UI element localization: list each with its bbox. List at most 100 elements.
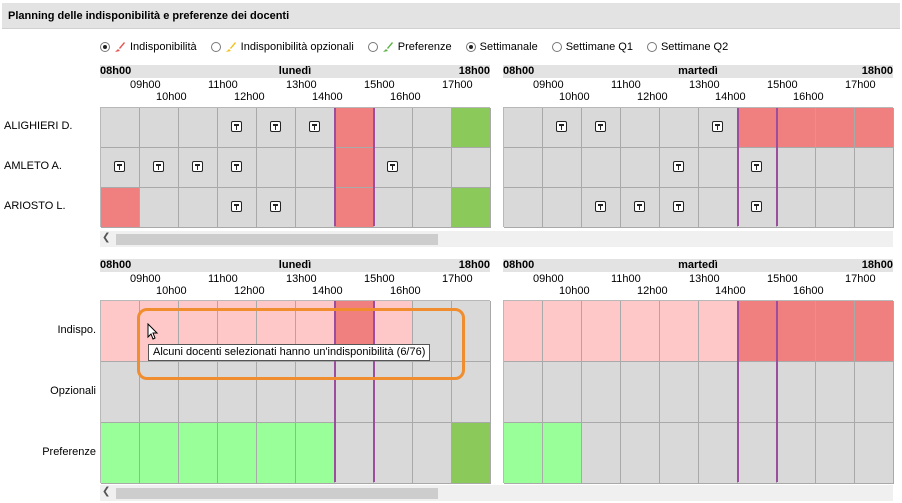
- horizontal-scrollbar[interactable]: ❮: [100, 231, 893, 247]
- time-slot[interactable]: [413, 148, 452, 188]
- radio-preferences[interactable]: [367, 42, 378, 52]
- time-slot[interactable]: [413, 108, 452, 148]
- time-slot[interactable]: [179, 188, 218, 228]
- time-slot[interactable]: [179, 423, 218, 484]
- time-slot[interactable]: [777, 301, 816, 362]
- time-slot[interactable]: [179, 148, 218, 188]
- scroll-left-arrow-icon[interactable]: ❮: [102, 486, 111, 497]
- time-slot[interactable]: [660, 362, 699, 423]
- time-slot[interactable]: [582, 188, 621, 228]
- time-slot[interactable]: [413, 423, 452, 484]
- time-slot[interactable]: [660, 423, 699, 484]
- time-slot[interactable]: [699, 188, 738, 228]
- time-slot[interactable]: [452, 362, 491, 423]
- time-slot[interactable]: [543, 362, 582, 423]
- time-slot[interactable]: [699, 362, 738, 423]
- time-slot[interactable]: [101, 301, 140, 362]
- time-slot[interactable]: [452, 108, 491, 148]
- time-slot[interactable]: [660, 188, 699, 228]
- time-slot[interactable]: [504, 362, 543, 423]
- radio-weeks-q1[interactable]: [551, 42, 562, 52]
- option-weekly[interactable]: Settimanale: [465, 41, 538, 53]
- time-slot[interactable]: [218, 188, 257, 228]
- radio-weeks-q2[interactable]: [646, 42, 657, 52]
- radio-optional-unavailability[interactable]: [210, 42, 221, 52]
- scroll-thumb[interactable]: [116, 488, 438, 499]
- time-slot[interactable]: [816, 362, 855, 423]
- horizontal-scrollbar[interactable]: ❮: [100, 485, 893, 501]
- time-slot[interactable]: [777, 108, 816, 148]
- time-slot[interactable]: [660, 148, 699, 188]
- time-slot[interactable]: [101, 108, 140, 148]
- time-slot[interactable]: [738, 301, 777, 362]
- option-preferences[interactable]: Preferenze: [367, 41, 452, 53]
- time-slot[interactable]: [140, 108, 179, 148]
- time-slot[interactable]: [699, 301, 738, 362]
- time-slot[interactable]: [101, 148, 140, 188]
- time-slot[interactable]: [452, 423, 491, 484]
- time-slot[interactable]: [543, 188, 582, 228]
- time-slot[interactable]: [855, 148, 894, 188]
- time-slot[interactable]: [699, 108, 738, 148]
- time-slot[interactable]: [296, 148, 335, 188]
- scroll-left-arrow-icon[interactable]: ❮: [102, 232, 111, 243]
- time-slot[interactable]: [855, 423, 894, 484]
- time-slot[interactable]: [257, 108, 296, 148]
- scroll-thumb[interactable]: [116, 234, 438, 245]
- option-optional-unavailability[interactable]: Indisponibilità opzionali: [210, 41, 354, 53]
- time-slot[interactable]: [257, 423, 296, 484]
- time-slot[interactable]: [660, 108, 699, 148]
- time-slot[interactable]: [816, 423, 855, 484]
- radio-weekly[interactable]: [465, 42, 476, 52]
- time-slot[interactable]: [335, 108, 374, 148]
- time-slot[interactable]: [504, 188, 543, 228]
- time-slot[interactable]: [699, 148, 738, 188]
- time-slot[interactable]: [140, 188, 179, 228]
- time-slot[interactable]: [621, 301, 660, 362]
- time-slot[interactable]: [543, 301, 582, 362]
- time-slot[interactable]: [816, 188, 855, 228]
- time-slot[interactable]: [452, 148, 491, 188]
- time-slot[interactable]: [101, 423, 140, 484]
- time-slot[interactable]: [504, 301, 543, 362]
- option-weeks-q1[interactable]: Settimane Q1: [551, 41, 633, 53]
- time-slot[interactable]: [452, 188, 491, 228]
- time-slot[interactable]: [738, 188, 777, 228]
- time-slot[interactable]: [621, 423, 660, 484]
- time-slot[interactable]: [101, 362, 140, 423]
- radio-unavailability[interactable]: [100, 42, 110, 52]
- time-slot[interactable]: [855, 301, 894, 362]
- time-slot[interactable]: [140, 362, 179, 423]
- time-slot[interactable]: [777, 362, 816, 423]
- time-slot[interactable]: [855, 188, 894, 228]
- time-slot[interactable]: [179, 362, 218, 423]
- time-slot[interactable]: [140, 148, 179, 188]
- time-slot[interactable]: [738, 148, 777, 188]
- time-slot[interactable]: [582, 148, 621, 188]
- time-slot[interactable]: [816, 301, 855, 362]
- time-slot[interactable]: [296, 188, 335, 228]
- day-grid[interactable]: [503, 107, 894, 228]
- time-slot[interactable]: [504, 148, 543, 188]
- time-slot[interactable]: [413, 362, 452, 423]
- time-slot[interactable]: [816, 108, 855, 148]
- time-slot[interactable]: [296, 423, 335, 484]
- time-slot[interactable]: [374, 188, 413, 228]
- time-slot[interactable]: [855, 108, 894, 148]
- time-slot[interactable]: [621, 188, 660, 228]
- time-slot[interactable]: [257, 362, 296, 423]
- time-slot[interactable]: [218, 423, 257, 484]
- time-slot[interactable]: [257, 148, 296, 188]
- time-slot[interactable]: [218, 108, 257, 148]
- time-slot[interactable]: [582, 108, 621, 148]
- time-slot[interactable]: [218, 362, 257, 423]
- time-slot[interactable]: [257, 188, 296, 228]
- time-slot[interactable]: [504, 423, 543, 484]
- time-slot[interactable]: [543, 423, 582, 484]
- time-slot[interactable]: [413, 188, 452, 228]
- time-slot[interactable]: [582, 362, 621, 423]
- time-slot[interactable]: [855, 362, 894, 423]
- time-slot[interactable]: [738, 423, 777, 484]
- time-slot[interactable]: [582, 423, 621, 484]
- time-slot[interactable]: [374, 362, 413, 423]
